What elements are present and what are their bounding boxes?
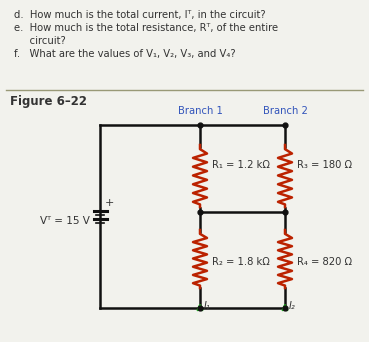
Text: Branch 1: Branch 1 xyxy=(177,106,223,116)
Text: R₃ = 180 Ω: R₃ = 180 Ω xyxy=(297,159,352,170)
Text: d.  How much is the total current, Iᵀ, in the circuit?: d. How much is the total current, Iᵀ, in… xyxy=(14,10,266,20)
Text: R₄ = 820 Ω: R₄ = 820 Ω xyxy=(297,257,352,267)
Text: Vᵀ = 15 V: Vᵀ = 15 V xyxy=(40,215,90,225)
Text: R₁ = 1.2 kΩ: R₁ = 1.2 kΩ xyxy=(212,159,270,170)
Text: Figure 6–22: Figure 6–22 xyxy=(10,95,87,108)
Text: circuit?: circuit? xyxy=(14,36,66,46)
Text: I₁: I₁ xyxy=(204,301,211,311)
Text: Branch 2: Branch 2 xyxy=(263,106,307,116)
Text: I₂: I₂ xyxy=(289,301,296,311)
Text: +: + xyxy=(105,197,114,208)
Text: e.  How much is the total resistance, Rᵀ, of the entire: e. How much is the total resistance, Rᵀ,… xyxy=(14,23,278,33)
Text: f.   What are the values of V₁, V₂, V₃, and V₄?: f. What are the values of V₁, V₂, V₃, an… xyxy=(14,49,236,59)
Text: R₂ = 1.8 kΩ: R₂ = 1.8 kΩ xyxy=(212,257,270,267)
